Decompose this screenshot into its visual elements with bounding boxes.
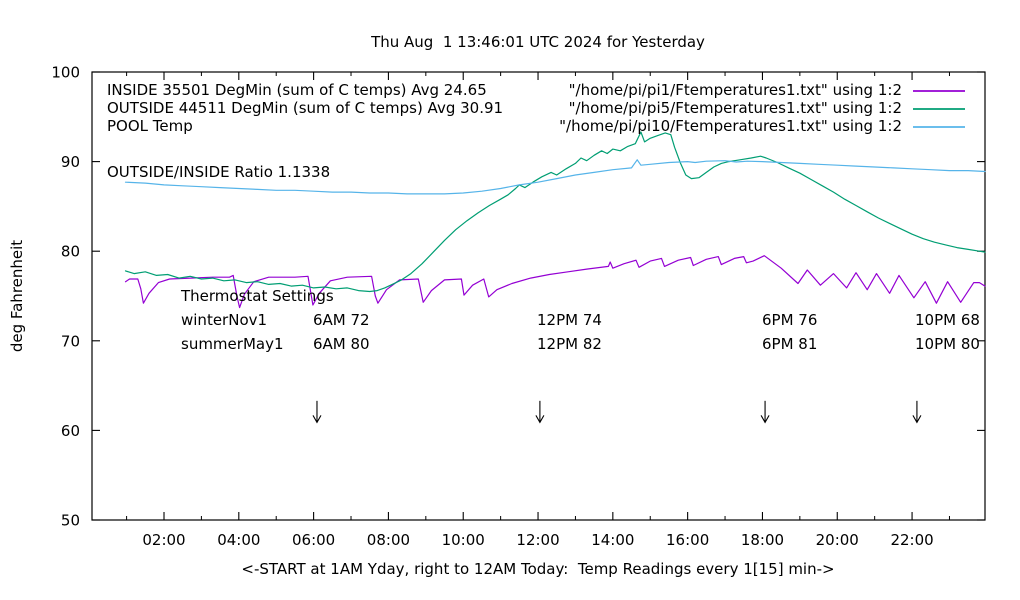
thermostat-summer-6pm: 6PM 81	[762, 335, 817, 353]
thermostat-winter-6pm: 6PM 76	[762, 311, 817, 329]
legend-label-inside: INSIDE 35501 DegMin (sum of C temps) Avg…	[107, 81, 487, 99]
thermostat-summer-6am: 6AM 80	[313, 335, 370, 353]
arrow-head	[912, 415, 922, 424]
generated-plot-elements: 02:00 04:00 06:00 08:00 10:00 12:00 14:00 16:00…	[51, 64, 986, 549]
outside-series-line	[124, 131, 986, 293]
x-tick-label: 02:00	[142, 531, 185, 549]
x-tick-label: 14:00	[591, 531, 634, 549]
arrow-head	[312, 415, 322, 424]
pool-series-line	[124, 159, 986, 195]
thermostat-winter-6am: 6AM 72	[313, 311, 370, 329]
y-tick-label: 100	[51, 64, 80, 82]
inside-series-line	[124, 255, 986, 309]
x-tick-label: 20:00	[816, 531, 859, 549]
thermostat-summer-12pm: 12PM 82	[537, 335, 602, 353]
y-tick-label: 80	[61, 243, 80, 261]
x-tick-label: 22:00	[890, 531, 933, 549]
chart-title: Thu Aug 1 13:46:01 UTC 2024 for Yesterda…	[370, 33, 705, 51]
x-tick-label: 12:00	[516, 531, 559, 549]
x-tick-label: 08:00	[367, 531, 410, 549]
legend-file-outside: "/home/pi/pi5/Ftemperatures1.txt" using …	[569, 99, 902, 117]
legend-label-outside: OUTSIDE 44511 DegMin (sum of C temps) Av…	[107, 99, 503, 117]
x-axis-label: <-START at 1AM Yday, right to 12AM Today…	[241, 560, 834, 578]
arrow-head	[535, 415, 545, 424]
outside-inside-ratio-label: OUTSIDE/INSIDE Ratio 1.1338	[107, 163, 330, 181]
legend-file-pool: "/home/pi/pi10/Ftemperatures1.txt" using…	[559, 117, 902, 135]
y-tick-label: 60	[61, 422, 80, 440]
y-tick-label: 50	[61, 512, 80, 530]
x-tick-label: 06:00	[292, 531, 335, 549]
thermostat-winter-10pm: 10PM 68	[915, 311, 980, 329]
legend-file-inside: "/home/pi/pi1/Ftemperatures1.txt" using …	[569, 81, 902, 99]
x-tick-label: 10:00	[442, 531, 485, 549]
thermostat-summer-label: summerMay1	[181, 335, 284, 353]
y-tick-label: 90	[61, 153, 80, 171]
thermostat-settings-heading: Thermostat Settings	[180, 287, 334, 305]
arrow-head	[760, 415, 770, 424]
y-tick-label: 70	[61, 332, 80, 350]
y-axis-label: deg Fahrenheit	[8, 240, 26, 352]
legend-label-pool: POOL Temp	[107, 117, 193, 135]
thermostat-winter-12pm: 12PM 74	[537, 311, 602, 329]
thermostat-summer-10pm: 10PM 80	[915, 335, 980, 353]
x-tick-label: 04:00	[217, 531, 260, 549]
thermostat-winter-label: winterNov1	[181, 311, 267, 329]
x-tick-label: 16:00	[666, 531, 709, 549]
x-tick-label: 18:00	[741, 531, 784, 549]
